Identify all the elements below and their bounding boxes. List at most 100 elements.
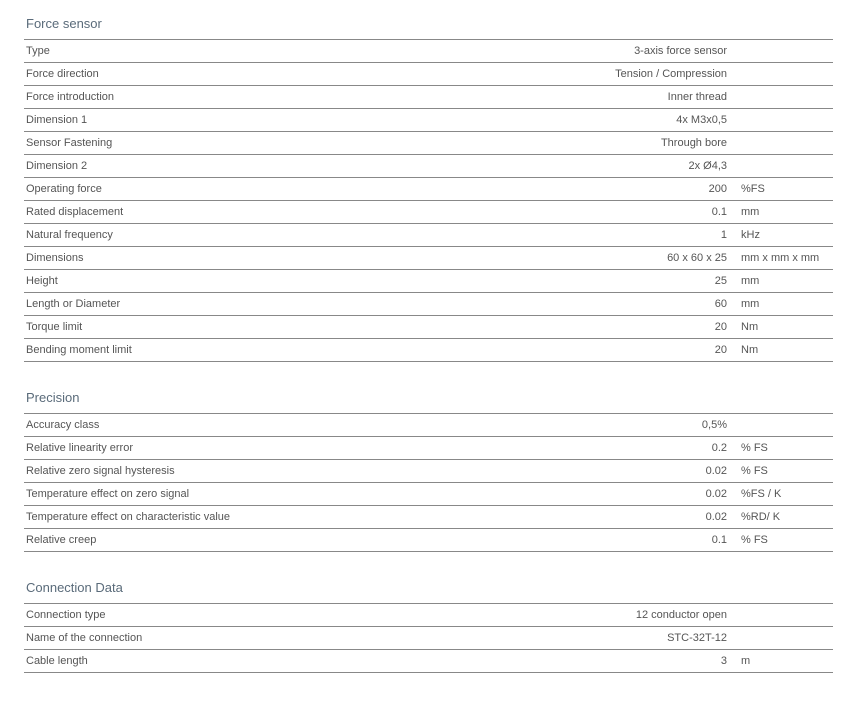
spec-unit: % FS <box>735 437 833 460</box>
table-row: Force introductionInner thread <box>24 86 833 109</box>
spec-table: Type3-axis force sensorForce directionTe… <box>24 39 833 362</box>
spec-unit <box>735 604 833 627</box>
spec-value: 60 <box>328 293 735 316</box>
spec-value: 2x Ø4,3 <box>328 155 735 178</box>
spec-label: Natural frequency <box>24 224 328 247</box>
spec-label: Length or Diameter <box>24 293 328 316</box>
spec-value: 0.1 <box>328 201 735 224</box>
table-row: Length or Diameter60mm <box>24 293 833 316</box>
spec-unit: %FS / K <box>735 483 833 506</box>
table-row: Rated displacement0.1mm <box>24 201 833 224</box>
spec-value: 0.2 <box>328 437 735 460</box>
table-row: Relative zero signal hysteresis0.02% FS <box>24 460 833 483</box>
spec-value: 25 <box>328 270 735 293</box>
spec-value: Tension / Compression <box>328 63 735 86</box>
table-row: Connection type12 conductor open <box>24 604 833 627</box>
section-title: Connection Data <box>24 580 833 603</box>
spec-label: Relative creep <box>24 529 328 552</box>
spec-unit: mm <box>735 201 833 224</box>
spec-value: 0.02 <box>328 483 735 506</box>
spec-value: 0,5% <box>328 414 735 437</box>
table-row: Relative creep0.1% FS <box>24 529 833 552</box>
spec-unit: mm <box>735 293 833 316</box>
table-row: Temperature effect on characteristic val… <box>24 506 833 529</box>
spec-unit: % FS <box>735 529 833 552</box>
spec-value: 200 <box>328 178 735 201</box>
spec-table: Accuracy class0,5%Relative linearity err… <box>24 413 833 552</box>
spec-value: 0.02 <box>328 460 735 483</box>
spec-unit: %FS <box>735 178 833 201</box>
spec-section: Connection DataConnection type12 conduct… <box>24 580 833 673</box>
spec-label: Cable length <box>24 650 328 673</box>
spec-unit <box>735 109 833 132</box>
table-row: Type3-axis force sensor <box>24 40 833 63</box>
table-row: Sensor FasteningThrough bore <box>24 132 833 155</box>
spec-value: 0.02 <box>328 506 735 529</box>
spec-label: Rated displacement <box>24 201 328 224</box>
spec-unit <box>735 414 833 437</box>
table-row: Accuracy class0,5% <box>24 414 833 437</box>
spec-unit <box>735 40 833 63</box>
spec-unit <box>735 155 833 178</box>
spec-value: STC-32T-12 <box>328 627 735 650</box>
spec-value: 4x M3x0,5 <box>328 109 735 132</box>
table-row: Relative linearity error0.2% FS <box>24 437 833 460</box>
spec-label: Torque limit <box>24 316 328 339</box>
table-row: Operating force200%FS <box>24 178 833 201</box>
spec-section: PrecisionAccuracy class0,5%Relative line… <box>24 390 833 552</box>
spec-label: Force direction <box>24 63 328 86</box>
spec-unit: mm <box>735 270 833 293</box>
spec-value: 3-axis force sensor <box>328 40 735 63</box>
spec-label: Temperature effect on characteristic val… <box>24 506 328 529</box>
spec-label: Relative linearity error <box>24 437 328 460</box>
spec-value: Through bore <box>328 132 735 155</box>
table-row: Dimensions60 x 60 x 25mm x mm x mm <box>24 247 833 270</box>
spec-unit: mm x mm x mm <box>735 247 833 270</box>
spec-unit: kHz <box>735 224 833 247</box>
spec-label: Relative zero signal hysteresis <box>24 460 328 483</box>
spec-value: 12 conductor open <box>328 604 735 627</box>
spec-unit: Nm <box>735 339 833 362</box>
spec-label: Dimensions <box>24 247 328 270</box>
spec-unit <box>735 627 833 650</box>
table-row: Natural frequency1kHz <box>24 224 833 247</box>
spec-label: Force introduction <box>24 86 328 109</box>
spec-value: 20 <box>328 339 735 362</box>
spec-label: Dimension 1 <box>24 109 328 132</box>
spec-label: Connection type <box>24 604 328 627</box>
table-row: Force directionTension / Compression <box>24 63 833 86</box>
spec-label: Type <box>24 40 328 63</box>
spec-unit <box>735 132 833 155</box>
section-title: Force sensor <box>24 16 833 39</box>
spec-label: Accuracy class <box>24 414 328 437</box>
spec-section: Force sensorType3-axis force sensorForce… <box>24 16 833 362</box>
spec-value: 20 <box>328 316 735 339</box>
spec-value: 60 x 60 x 25 <box>328 247 735 270</box>
spec-label: Sensor Fastening <box>24 132 328 155</box>
table-row: Dimension 14x M3x0,5 <box>24 109 833 132</box>
section-title: Precision <box>24 390 833 413</box>
spec-unit <box>735 63 833 86</box>
table-row: Name of the connectionSTC-32T-12 <box>24 627 833 650</box>
spec-value: 1 <box>328 224 735 247</box>
spec-label: Operating force <box>24 178 328 201</box>
spec-unit: % FS <box>735 460 833 483</box>
spec-value: 0.1 <box>328 529 735 552</box>
spec-unit: %RD/ K <box>735 506 833 529</box>
spec-value: Inner thread <box>328 86 735 109</box>
table-row: Temperature effect on zero signal0.02%FS… <box>24 483 833 506</box>
spec-unit <box>735 86 833 109</box>
spec-value: 3 <box>328 650 735 673</box>
spec-unit: m <box>735 650 833 673</box>
spec-table: Connection type12 conductor openName of … <box>24 603 833 673</box>
spec-label: Temperature effect on zero signal <box>24 483 328 506</box>
spec-label: Dimension 2 <box>24 155 328 178</box>
table-row: Torque limit20Nm <box>24 316 833 339</box>
spec-label: Bending moment limit <box>24 339 328 362</box>
spec-unit: Nm <box>735 316 833 339</box>
table-row: Height25mm <box>24 270 833 293</box>
table-row: Bending moment limit20Nm <box>24 339 833 362</box>
spec-label: Name of the connection <box>24 627 328 650</box>
table-row: Cable length3m <box>24 650 833 673</box>
spec-label: Height <box>24 270 328 293</box>
